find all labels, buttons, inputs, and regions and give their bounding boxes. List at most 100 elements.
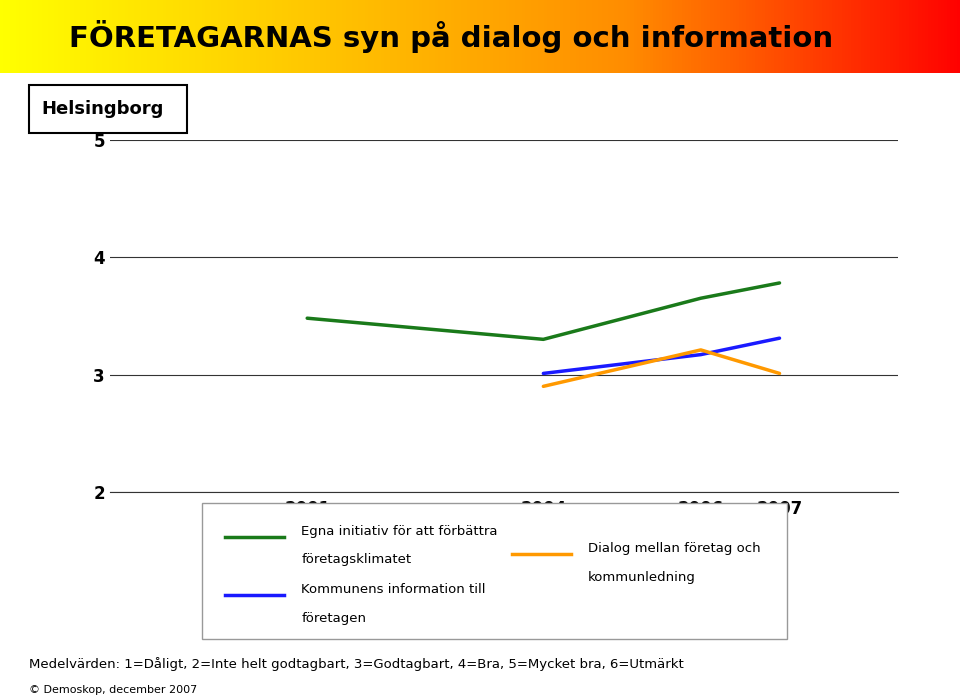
Bar: [800, 0, 804, 73]
Bar: [662, 0, 666, 73]
Text: Helsingborg: Helsingborg: [41, 100, 164, 118]
Bar: [320, 0, 324, 73]
Bar: [909, 0, 913, 73]
Bar: [646, 0, 651, 73]
Bar: [547, 0, 551, 73]
Bar: [106, 0, 109, 73]
Bar: [163, 0, 167, 73]
Bar: [317, 0, 321, 73]
Bar: [32, 0, 36, 73]
Bar: [333, 0, 337, 73]
Bar: [775, 0, 779, 73]
Bar: [288, 0, 292, 73]
Bar: [746, 0, 750, 73]
Bar: [752, 0, 756, 73]
Bar: [950, 0, 954, 73]
Bar: [672, 0, 676, 73]
Bar: [86, 0, 90, 73]
Bar: [758, 0, 762, 73]
Bar: [528, 0, 532, 73]
Bar: [890, 0, 894, 73]
Text: FÖRETAGARNAS syn på dialog och information: FÖRETAGARNAS syn på dialog och informati…: [69, 20, 833, 53]
Bar: [3, 0, 8, 73]
Bar: [583, 0, 587, 73]
Bar: [531, 0, 536, 73]
Bar: [396, 0, 401, 73]
Bar: [67, 0, 71, 73]
Bar: [444, 0, 449, 73]
Text: kommunledning: kommunledning: [588, 571, 696, 584]
Bar: [525, 0, 529, 73]
Bar: [233, 0, 238, 73]
Bar: [736, 0, 740, 73]
Bar: [953, 0, 958, 73]
Bar: [631, 0, 635, 73]
Bar: [406, 0, 411, 73]
Bar: [516, 0, 519, 73]
Bar: [199, 0, 203, 73]
Bar: [156, 0, 161, 73]
Bar: [125, 0, 129, 73]
Bar: [192, 0, 196, 73]
Bar: [252, 0, 257, 73]
Bar: [679, 0, 683, 73]
Bar: [806, 0, 810, 73]
Bar: [362, 0, 366, 73]
Bar: [874, 0, 877, 73]
Bar: [295, 0, 299, 73]
Bar: [598, 0, 603, 73]
Bar: [420, 0, 423, 73]
Bar: [141, 0, 145, 73]
Bar: [237, 0, 241, 73]
Bar: [204, 0, 209, 73]
Bar: [535, 0, 539, 73]
Bar: [819, 0, 824, 73]
Bar: [732, 0, 737, 73]
Bar: [540, 0, 545, 73]
Bar: [675, 0, 680, 73]
Bar: [614, 0, 618, 73]
Bar: [45, 0, 49, 73]
Bar: [871, 0, 875, 73]
Bar: [813, 0, 817, 73]
Bar: [84, 0, 87, 73]
Text: företagsklimatet: företagsklimatet: [301, 554, 411, 566]
Bar: [502, 0, 507, 73]
Bar: [425, 0, 430, 73]
Bar: [352, 0, 356, 73]
Bar: [202, 0, 205, 73]
Bar: [269, 0, 273, 73]
Bar: [784, 0, 788, 73]
Bar: [99, 0, 104, 73]
Bar: [134, 0, 138, 73]
Bar: [756, 0, 759, 73]
Bar: [36, 0, 39, 73]
Bar: [957, 0, 960, 73]
Bar: [931, 0, 935, 73]
Bar: [794, 0, 798, 73]
Bar: [573, 0, 577, 73]
Bar: [458, 0, 462, 73]
Bar: [771, 0, 776, 73]
Bar: [96, 0, 100, 73]
Bar: [448, 0, 452, 73]
Bar: [566, 0, 570, 73]
Bar: [29, 0, 33, 73]
Bar: [314, 0, 318, 73]
Text: © Demoskop, december 2007: © Demoskop, december 2007: [29, 685, 197, 695]
Bar: [58, 0, 61, 73]
Bar: [883, 0, 887, 73]
Bar: [900, 0, 903, 73]
Bar: [938, 0, 942, 73]
Bar: [48, 0, 52, 73]
Bar: [640, 0, 644, 73]
Bar: [403, 0, 407, 73]
Bar: [272, 0, 276, 73]
Bar: [934, 0, 939, 73]
Bar: [281, 0, 286, 73]
Bar: [845, 0, 849, 73]
Bar: [688, 0, 692, 73]
Bar: [170, 0, 174, 73]
Bar: [684, 0, 689, 73]
Text: Egna initiativ för att förbättra: Egna initiativ för att förbättra: [301, 525, 497, 537]
